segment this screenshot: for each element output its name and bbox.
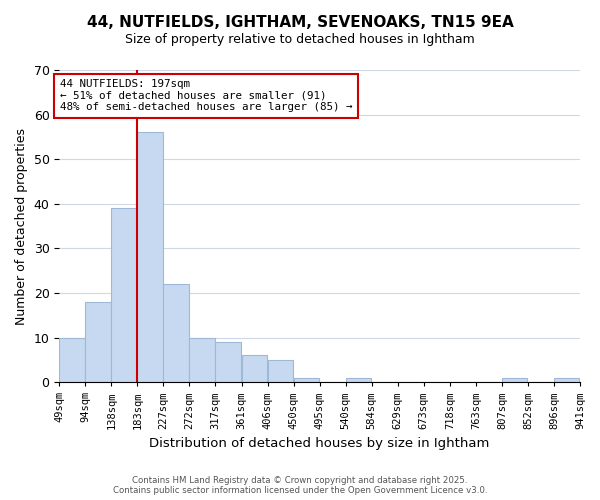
Y-axis label: Number of detached properties: Number of detached properties [15,128,28,324]
Bar [502,378,527,382]
Text: 44 NUTFIELDS: 197sqm
← 51% of detached houses are smaller (91)
48% of semi-detac: 44 NUTFIELDS: 197sqm ← 51% of detached h… [60,79,352,112]
Bar [242,356,267,382]
Bar [346,378,371,382]
Bar [293,378,319,382]
Bar [59,338,85,382]
Bar [268,360,293,382]
Bar [215,342,241,382]
X-axis label: Distribution of detached houses by size in Ightham: Distribution of detached houses by size … [149,437,490,450]
Bar [112,208,137,382]
Bar [163,284,189,382]
Bar [190,338,215,382]
Bar [85,302,111,382]
Text: 44, NUTFIELDS, IGHTHAM, SEVENOAKS, TN15 9EA: 44, NUTFIELDS, IGHTHAM, SEVENOAKS, TN15 … [86,15,514,30]
Text: Size of property relative to detached houses in Ightham: Size of property relative to detached ho… [125,32,475,46]
Text: Contains HM Land Registry data © Crown copyright and database right 2025.
Contai: Contains HM Land Registry data © Crown c… [113,476,487,495]
Bar [554,378,580,382]
Bar [137,132,163,382]
